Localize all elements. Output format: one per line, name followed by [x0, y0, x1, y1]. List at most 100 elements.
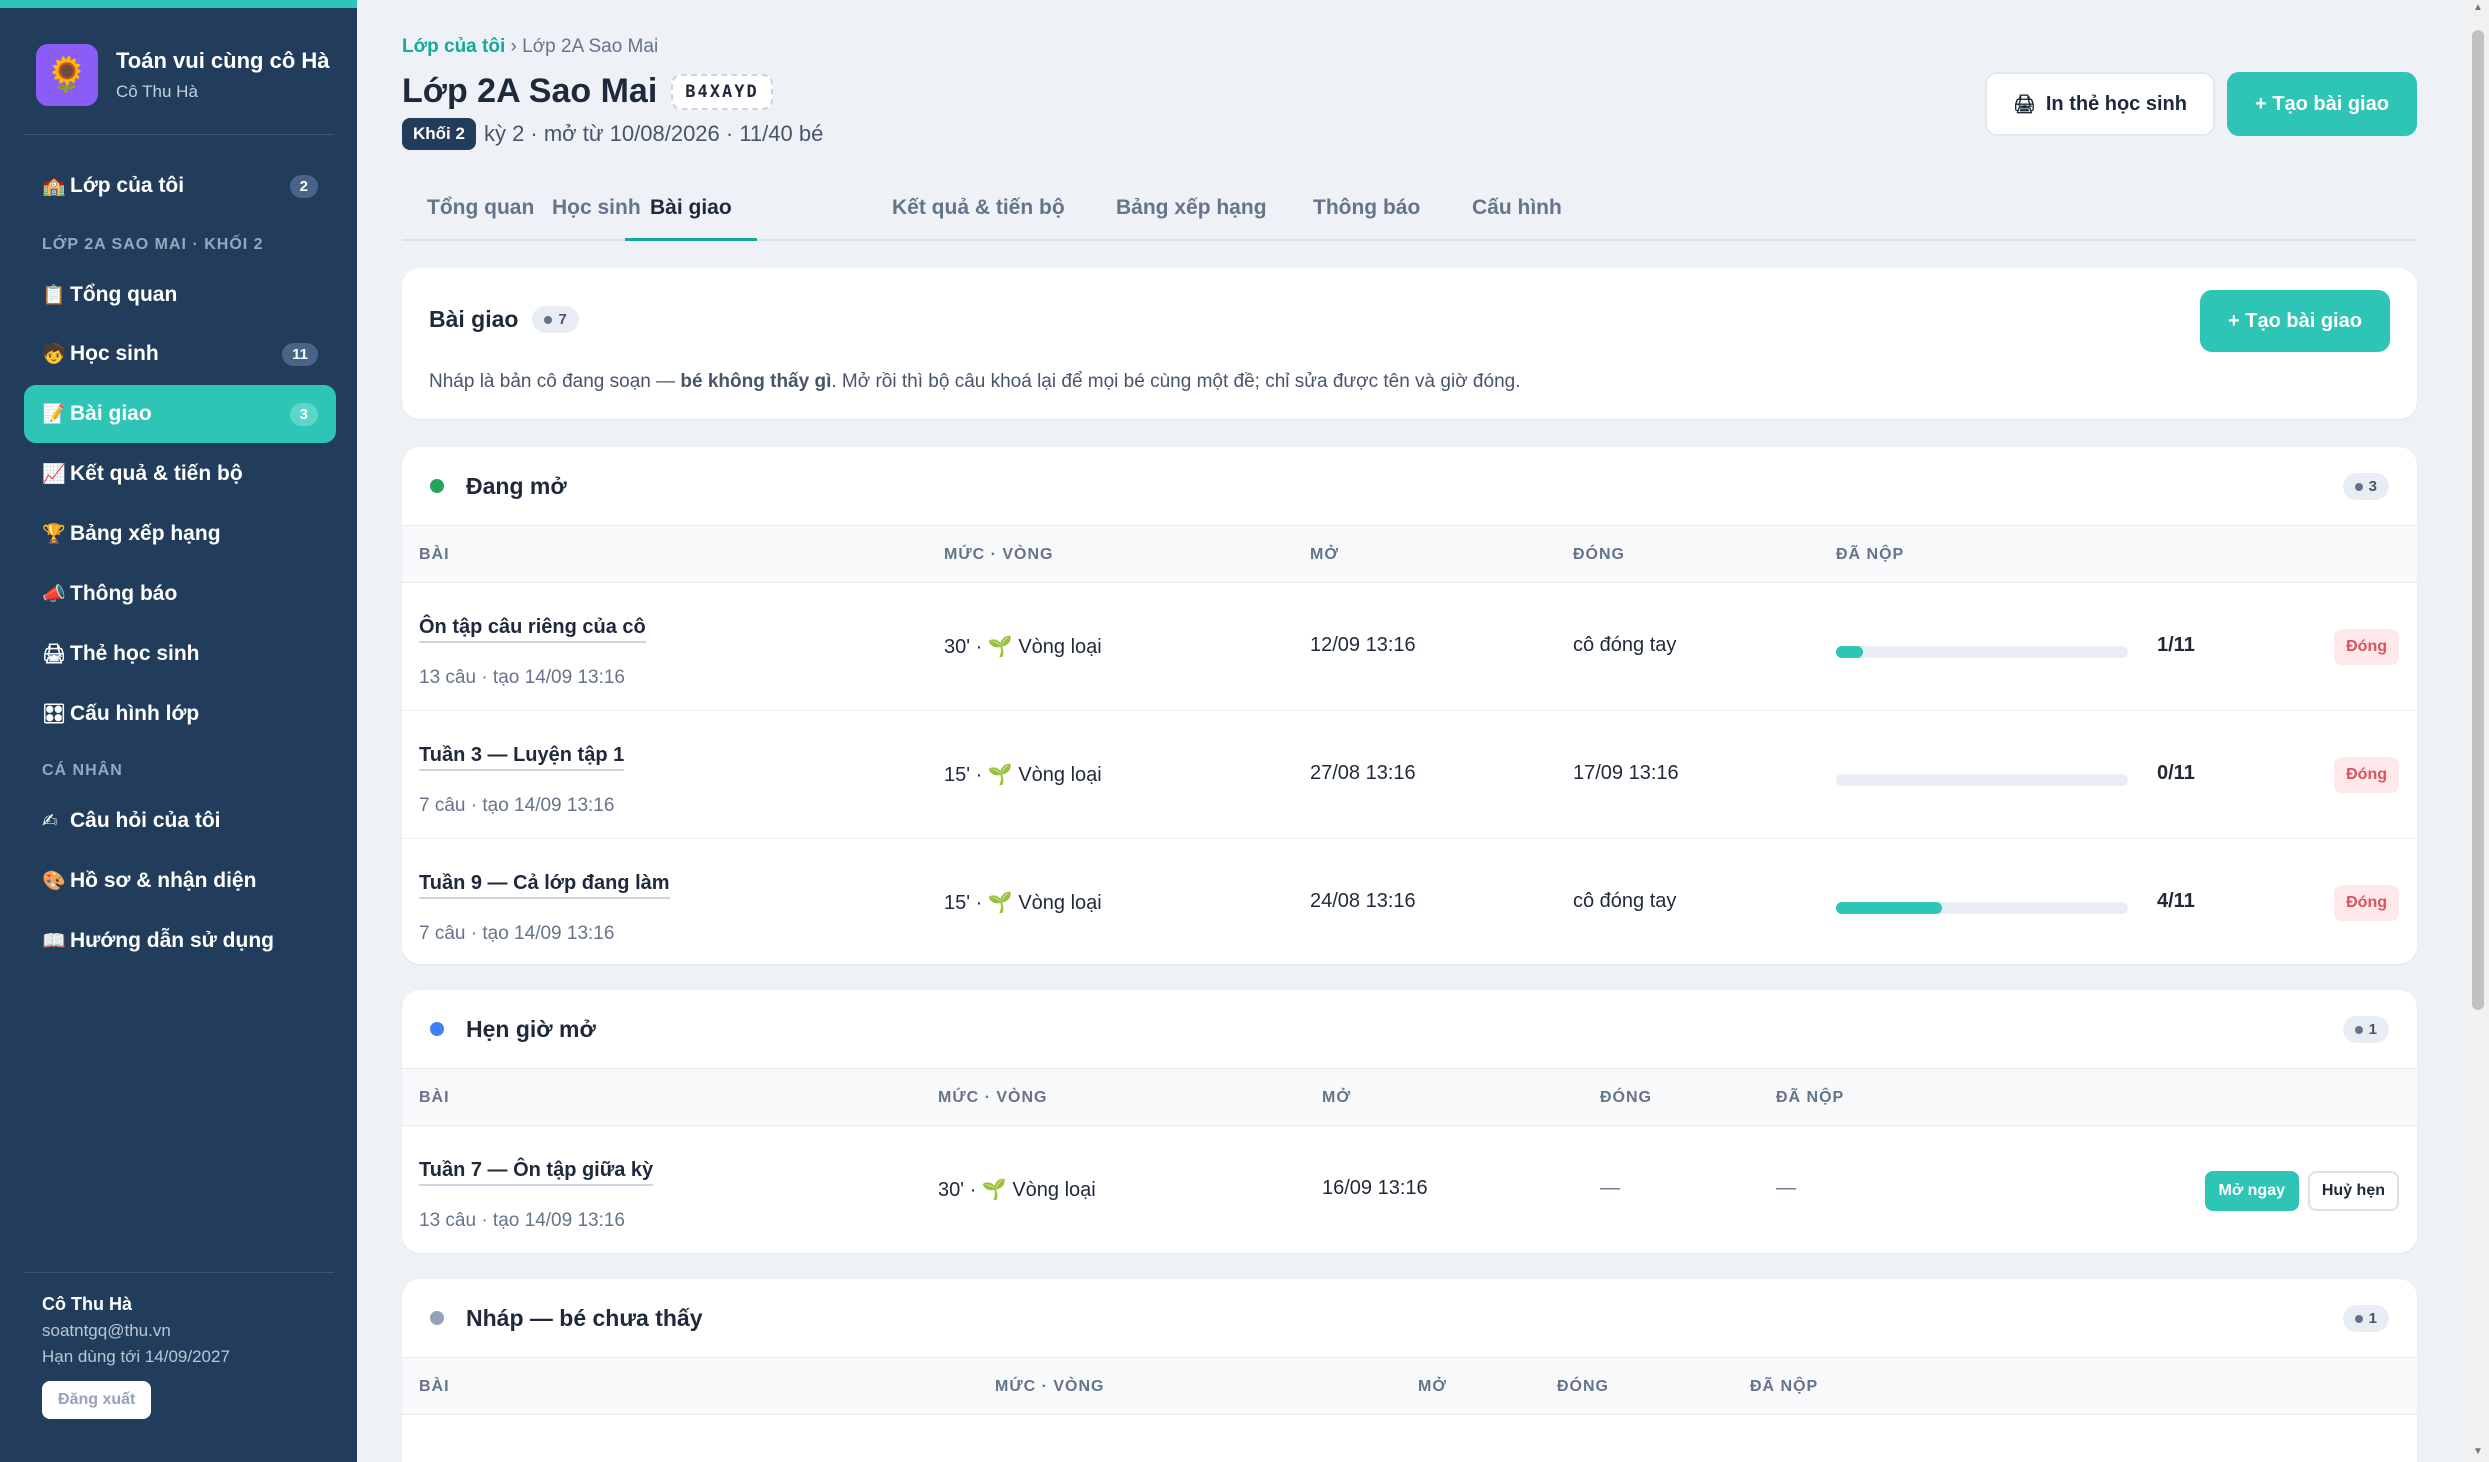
- sidebar-item-label: Bảng xếp hạng: [70, 522, 221, 545]
- seedling-icon: 🌱: [987, 636, 1013, 658]
- user-email: soatntgq@thu.vn: [42, 1321, 171, 1340]
- school-icon: 🏫: [42, 176, 66, 197]
- memo-icon: 📝: [42, 404, 66, 425]
- class-code[interactable]: B4XAYD: [671, 73, 773, 110]
- sunflower-icon: 🌻: [36, 44, 98, 106]
- print-cards-button[interactable]: 🖨 In thẻ học sinh: [1985, 72, 2215, 136]
- status-dot-gray: [430, 1311, 444, 1325]
- printer-icon: 🖨: [42, 644, 67, 665]
- close-time: 17/09 13:16: [1573, 762, 1679, 784]
- column-header: ĐÓNG: [1557, 1378, 1609, 1395]
- class-meta: Khối 2 kỳ 2 · mở từ 10/08/2026 · 11/40 b…: [402, 118, 823, 150]
- assignment-title[interactable]: Tuần 9 — Cả lớp đang làm: [419, 872, 670, 899]
- tab-overview[interactable]: Tổng quan: [427, 196, 535, 219]
- table-header: BÀI MỨC · VÒNG MỞ ĐÓNG ĐÃ NỘP: [402, 1357, 2417, 1415]
- column-header: BÀI: [419, 1378, 450, 1395]
- sidebar-item-label: Câu hỏi của tôi: [70, 809, 221, 832]
- column-header: ĐÓNG: [1600, 1089, 1652, 1106]
- scheduled-assignments-card: Hẹn giờ mở 1 BÀI MỨC · VÒNG MỞ ĐÓNG ĐÃ N…: [402, 990, 2417, 1253]
- sidebar-item-profile[interactable]: 🎨 Hồ sơ & nhận diện: [24, 852, 336, 910]
- cancel-schedule-button[interactable]: Huỷ hẹn: [2307, 1171, 2399, 1211]
- scroll-up-arrow-icon[interactable]: ▲: [2473, 2, 2483, 13]
- megaphone-icon: 📣: [42, 584, 66, 605]
- close-assignment-button[interactable]: Đóng: [2334, 629, 2399, 665]
- level-value: 30' ·: [944, 636, 988, 658]
- column-header: ĐÃ NỘP: [1836, 546, 1905, 563]
- table-header: BÀI MỨC · VÒNG MỞ ĐÓNG ĐÃ NỘP: [402, 1068, 2417, 1126]
- scrollbar-thumb[interactable]: [2472, 30, 2484, 1010]
- sidebar-item-results[interactable]: 📈 Kết quả & tiến bộ: [24, 445, 336, 503]
- note-emphasis: bé không thấy gì: [680, 371, 832, 392]
- sidebar-divider: [24, 134, 334, 135]
- round-value: Vòng loại: [1012, 1179, 1096, 1201]
- assignment-meta: 7 câu · tạo 14/09 13:16: [419, 795, 615, 816]
- column-header: MỨC · VÒNG: [938, 1089, 1048, 1106]
- tab-students[interactable]: Học sinh: [552, 196, 641, 219]
- sidebar-item-assignments[interactable]: 📝 Bài giao 3: [24, 385, 336, 443]
- assignment-meta: 7 câu · tạo 14/09 13:16: [419, 923, 615, 944]
- tab-settings[interactable]: Cấu hình: [1472, 196, 1562, 219]
- close-assignment-button[interactable]: Đóng: [2334, 757, 2399, 793]
- sidebar-section-personal: CÁ NHÂN: [42, 762, 123, 779]
- table-row[interactable]: Tuần 3 — Luyện tập 1 7 câu · tạo 14/09 13…: [402, 711, 2417, 839]
- progress-fill: [1836, 646, 1863, 658]
- user-name: Cô Thu Hà: [42, 1294, 132, 1314]
- create-assignment-button[interactable]: + Tạo bài giao: [2227, 72, 2417, 136]
- sidebar-item-my-questions[interactable]: ✍ Câu hỏi của tôi: [24, 792, 336, 850]
- brand-title: Toán vui cùng cô Hà: [116, 48, 330, 73]
- open-time: 12/09 13:16: [1310, 634, 1416, 656]
- scroll-down-arrow-icon[interactable]: ▼: [2473, 1446, 2483, 1457]
- sidebar-item-label: Lớp của tôi: [70, 174, 185, 197]
- assignment-title[interactable]: Tuần 7 — Ôn tập giữa kỳ: [419, 1159, 654, 1186]
- tab-assignments[interactable]: Bài giao: [625, 188, 757, 241]
- sidebar-item-students[interactable]: 🧒 Học sinh 11: [24, 325, 336, 383]
- brand[interactable]: 🌻 Toán vui cùng cô Hà Cô Thu Hà: [36, 44, 330, 106]
- chart-up-icon: 📈: [42, 464, 66, 485]
- column-header: ĐÃ NỘP: [1750, 1378, 1819, 1395]
- sidebar-item-label: Thông báo: [70, 582, 178, 605]
- breadcrumb-link[interactable]: Lớp của tôi: [402, 36, 506, 57]
- count-badge: 11: [282, 342, 318, 366]
- round-value: Vòng loại: [1018, 636, 1102, 658]
- section-title: Bài giao: [429, 306, 519, 332]
- close-assignment-button[interactable]: Đóng: [2334, 885, 2399, 921]
- level-round: 15' · 🌱 Vòng loại: [944, 762, 1102, 787]
- sidebar-item-class-settings[interactable]: 🎛 Cấu hình lớp: [24, 685, 336, 743]
- sidebar-item-label: Kết quả & tiến bộ: [70, 462, 243, 485]
- assignment-meta: 13 câu · tạo 14/09 13:16: [419, 667, 625, 688]
- breadcrumb-separator: ›: [510, 36, 517, 57]
- sidebar-item-my-classes[interactable]: 🏫 Lớp của tôi 2: [24, 157, 336, 215]
- sidebar-item-label: Hướng dẫn sử dụng: [70, 929, 274, 952]
- table-header: BÀI MỨC · VÒNG MỞ ĐÓNG ĐÃ NỘP: [402, 525, 2417, 583]
- table-row[interactable]: Tuần 7 — Ôn tập giữa kỳ 13 câu · tạo 14/…: [402, 1126, 2417, 1253]
- create-assignment-button-secondary[interactable]: + Tạo bài giao: [2200, 290, 2390, 352]
- seedling-icon: 🌱: [987, 892, 1013, 914]
- section-title: Nháp — bé chưa thấy: [466, 1304, 703, 1331]
- sidebar-item-overview[interactable]: 📋 Tổng quan: [24, 266, 336, 324]
- control-knobs-icon: 🎛: [42, 704, 67, 725]
- class-meta-text: kỳ 2 · mở từ 10/08/2026 · 11/40 bé: [483, 121, 824, 146]
- progress-fill: [1836, 902, 1943, 914]
- table-row[interactable]: Ôn tập câu riêng của cô 13 câu · tạo 14/0…: [402, 583, 2417, 711]
- book-icon: 📖: [42, 931, 66, 952]
- page-scrollbar[interactable]: ▲ ▼: [2467, 0, 2489, 1462]
- assignment-title[interactable]: Ôn tập câu riêng của cô: [419, 616, 646, 643]
- breadcrumb: Lớp của tôi › Lớp 2A Sao Mai: [402, 36, 658, 58]
- main-content: Lớp của tôi › Lớp 2A Sao Mai Lớp 2A Sao …: [357, 0, 2457, 1462]
- table-row[interactable]: Tuần 9 — Cả lớp đang làm 7 câu · tạo 14/0…: [402, 839, 2417, 964]
- sidebar-item-guide[interactable]: 📖 Hướng dẫn sử dụng: [24, 912, 336, 970]
- assignment-title[interactable]: Tuần 3 — Luyện tập 1: [419, 744, 625, 771]
- tab-announcements[interactable]: Thông báo: [1313, 196, 1421, 219]
- sidebar-item-student-cards[interactable]: 🖨 Thẻ học sinh: [24, 625, 336, 683]
- close-time: —: [1600, 1177, 1620, 1199]
- open-now-button[interactable]: Mở ngay: [2204, 1171, 2299, 1211]
- sidebar-item-announcements[interactable]: 📣 Thông báo: [24, 565, 336, 623]
- section-title: Hẹn giờ mở: [466, 1015, 596, 1042]
- level-round: 30' · 🌱 Vòng loại: [944, 634, 1102, 659]
- sidebar-item-leaderboard[interactable]: 🏆 Bảng xếp hạng: [24, 505, 336, 563]
- status-dot-green: [430, 479, 444, 493]
- tab-leaderboard[interactable]: Bảng xếp hạng: [1116, 196, 1267, 219]
- logout-button[interactable]: Đăng xuất: [42, 1381, 152, 1419]
- tab-results[interactable]: Kết quả & tiến bộ: [892, 196, 1065, 219]
- open-time: 16/09 13:16: [1322, 1177, 1428, 1199]
